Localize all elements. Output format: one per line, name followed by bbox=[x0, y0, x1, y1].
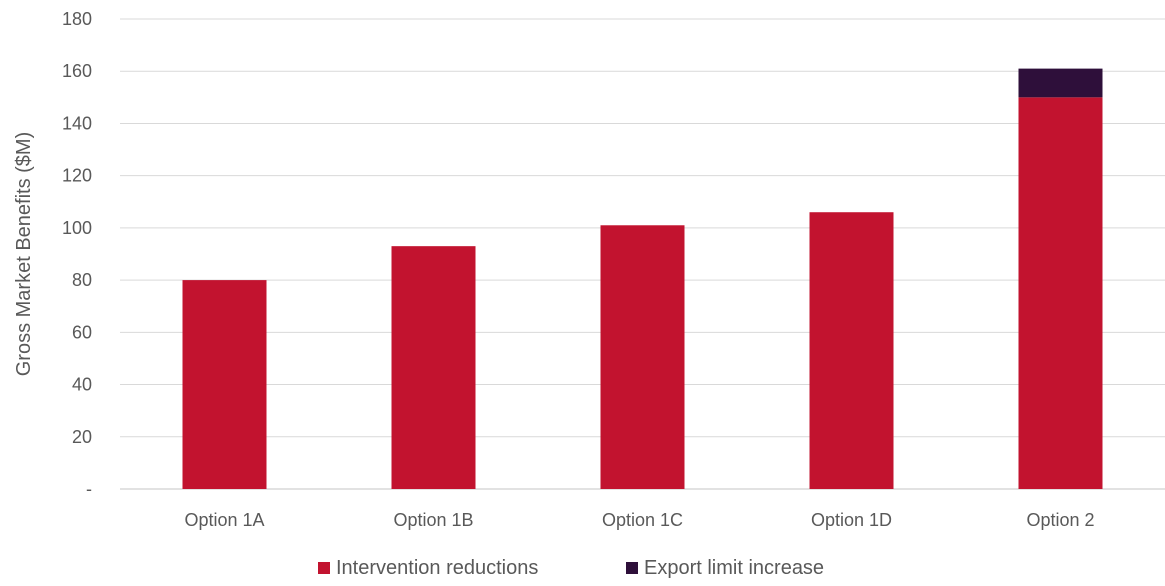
y-tick-label: 140 bbox=[62, 113, 92, 133]
legend-swatch bbox=[626, 562, 638, 574]
y-tick-label: 80 bbox=[72, 270, 92, 290]
x-tick-label: Option 1C bbox=[602, 510, 683, 530]
x-tick-label: Option 1B bbox=[393, 510, 473, 530]
bar-intervention-reductions bbox=[182, 280, 267, 489]
legend-item-intervention-reductions: Intervention reductions bbox=[318, 557, 538, 579]
y-axis-title: Gross Market Benefits ($M) bbox=[13, 132, 35, 377]
y-tick-label: 160 bbox=[62, 61, 92, 81]
x-tick-label: Option 1D bbox=[811, 510, 892, 530]
y-tick-label: 20 bbox=[72, 427, 92, 447]
bar-intervention-reductions bbox=[391, 246, 476, 489]
legend-label: Export limit increase bbox=[644, 557, 824, 579]
y-tick-label: 60 bbox=[72, 322, 92, 342]
y-tick-label: 180 bbox=[62, 9, 92, 29]
y-axis-ticks: - 20 40 60 80 100 120 140 160 180 bbox=[62, 9, 92, 499]
y-tick-label: 120 bbox=[62, 166, 92, 186]
bar-intervention-reductions bbox=[600, 225, 685, 489]
x-tick-label: Option 2 bbox=[1026, 510, 1094, 530]
y-tick-label: 100 bbox=[62, 218, 92, 238]
bars bbox=[182, 68, 1103, 489]
legend-label: Intervention reductions bbox=[336, 557, 538, 579]
y-tick-label: - bbox=[86, 479, 92, 499]
x-tick-label: Option 1A bbox=[184, 510, 264, 530]
bar-intervention-reductions bbox=[809, 212, 894, 489]
legend-item-export-limit-increase: Export limit increase bbox=[626, 557, 824, 579]
bar-export-limit-increase bbox=[1018, 68, 1103, 98]
legend: Intervention reductions Export limit incr… bbox=[318, 557, 824, 579]
y-tick-label: 40 bbox=[72, 375, 92, 395]
bar-intervention-reductions bbox=[1018, 97, 1103, 489]
x-axis-ticks: Option 1A Option 1B Option 1C Option 1D Opti… bbox=[184, 510, 1094, 530]
legend-swatch bbox=[318, 562, 330, 574]
